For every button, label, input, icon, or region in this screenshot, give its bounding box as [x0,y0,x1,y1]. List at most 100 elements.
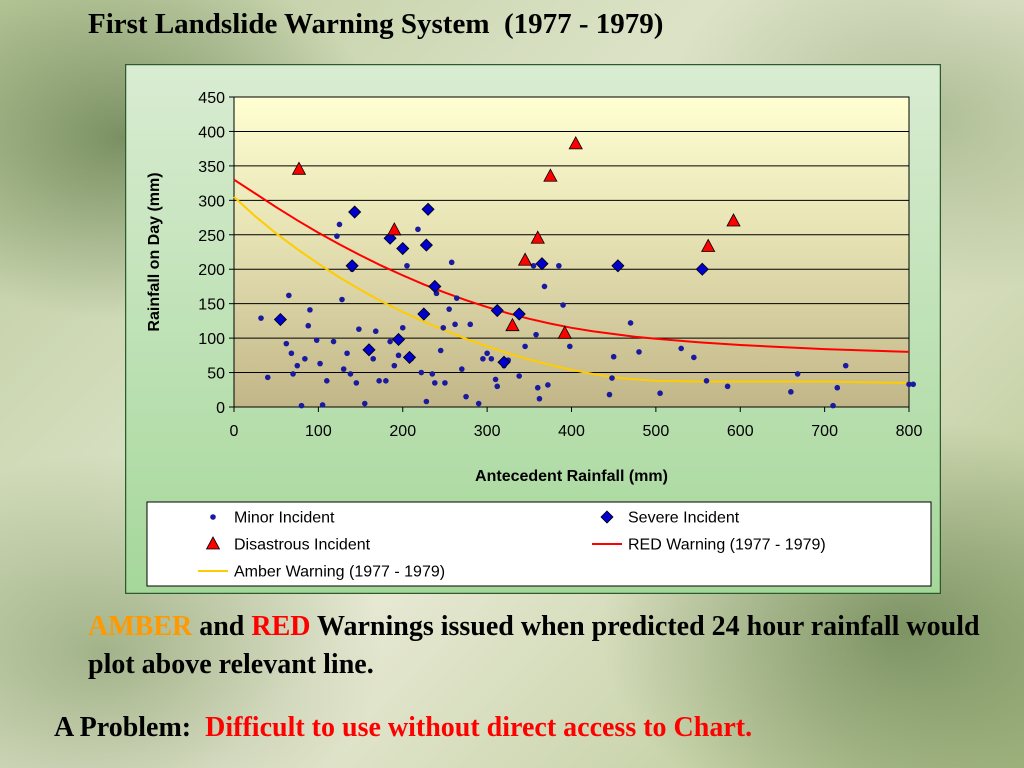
x-tick-label: 500 [643,423,670,440]
severe-incident-point [497,355,511,369]
minor-incident-point [418,369,425,376]
minor-incident-point [298,402,305,409]
plot-area [233,96,910,408]
minor-incident-point [283,340,290,347]
slide-title: First Landslide Warning System (1977 - 1… [88,8,664,40]
problem-text: Difficult to use without direct access t… [205,712,753,743]
legend-entry: Disastrous Incident [205,536,371,554]
minor-incident-point [910,381,917,388]
minor-incident-point [480,355,486,362]
caption-and: and [192,611,252,642]
minor-incident-point [556,262,562,269]
y-tick-label: 400 [198,124,225,141]
severe-incident-point [421,202,435,216]
severe-incident-point [273,312,287,327]
legend: Minor Incident Severe Incident Disastrous … [198,510,826,581]
caption-amber: AMBER [88,611,193,642]
x-tick-label: 300 [474,423,501,440]
minor-incident-point [488,355,495,362]
severe-incident-point [391,332,406,347]
legend-label: Disastrous Incident [234,537,371,554]
minor-incident-point [442,380,448,386]
minor-incident-point [678,345,684,352]
legend-marker-swatch [210,514,216,520]
x-tick-label: 400 [558,423,585,440]
minor-incident-point [340,366,347,372]
disastrous-incident-point [543,168,558,182]
minor-incident-point [794,371,801,377]
y-tick-label: 200 [198,262,225,279]
minor-incident-point [533,331,539,338]
minor-incident-point [423,398,430,405]
x-tick-label: 0 [230,423,239,440]
disastrous-incident-point [701,238,716,252]
x-tick-label: 600 [727,423,754,440]
minor-incident-point [370,355,377,362]
minor-incident-point [834,384,841,391]
amber-warning-line [233,196,910,384]
severe-incident-point [512,307,526,321]
y-tick-label: 250 [198,228,225,245]
minor-incident-point [264,374,271,381]
minor-incident-point [530,262,537,269]
disastrous-incident-point [530,230,545,244]
minor-incident-point [906,381,912,388]
minor-incident-point [534,384,541,391]
minor-incident-point [344,350,350,357]
severe-incident-point [490,303,504,318]
minor-incident-point [516,373,522,379]
minor-incident-point [494,383,501,390]
minor-incident-point [324,378,330,384]
minor-incident-point [437,347,444,354]
minor-incident-point [307,307,313,313]
legend-label: RED Warning (1977 - 1979) [628,537,826,554]
minor-incident-point [484,350,490,357]
severe-incident-point [428,279,442,294]
minor-incident-point [353,380,360,386]
minor-incident-point [286,292,292,299]
minor-incident-point [399,324,406,331]
disastrous-incident-point [291,161,307,175]
minor-incident-point [467,321,474,328]
legend-label: Severe Incident [628,510,740,527]
minor-incident-point [446,306,452,312]
minor-incident-point [290,371,296,377]
minor-incident-point [703,378,710,384]
caption-rest: Warnings issued when predicted 24 hour r… [88,611,980,680]
minor-incident-point [302,355,308,362]
x-tick-label: 200 [389,423,416,440]
severe-incident-point [611,259,625,273]
legend-label: Minor Incident [234,510,335,527]
minor-incident-point [361,400,368,407]
minor-incident-point [313,337,320,343]
y-tick-label: 150 [198,297,225,314]
disastrous-incident-point [517,252,533,266]
minor-incident-point [432,380,438,386]
minor-incident-point [830,402,836,409]
y-axis-label: Rainfall on Day (mm) [146,172,163,331]
minor-incident-point [627,320,634,326]
severe-incident-point [695,262,709,276]
minor-incident-point [691,354,697,361]
minor-incident-point [336,221,343,228]
minor-incident-point [606,391,613,398]
minor-incident-point [475,400,482,407]
legend-entry: Severe Incident [600,510,740,527]
minor-incident-point [609,375,615,381]
disastrous-incident-point [726,213,741,227]
minor-incident-point [452,321,458,328]
minor-incident-point [459,366,465,372]
minor-incident-point [536,395,543,402]
y-tick-label: 50 [207,366,225,383]
y-tick-label: 300 [198,193,225,210]
legend-marker-swatch [205,536,221,550]
disastrous-incident-point [387,222,402,236]
minor-incident-point [339,296,345,303]
y-tick-label: 100 [198,331,225,348]
severe-incident-point [535,257,549,271]
chart-frame: 0 50 100 150 200 250 300 350 400 450 0 100 200 300 400… [125,64,941,594]
minor-incident-point [463,393,469,400]
problem-label: A Problem: [54,712,206,743]
minor-incident-point [724,383,731,390]
disastrous-incident-point [568,136,583,150]
